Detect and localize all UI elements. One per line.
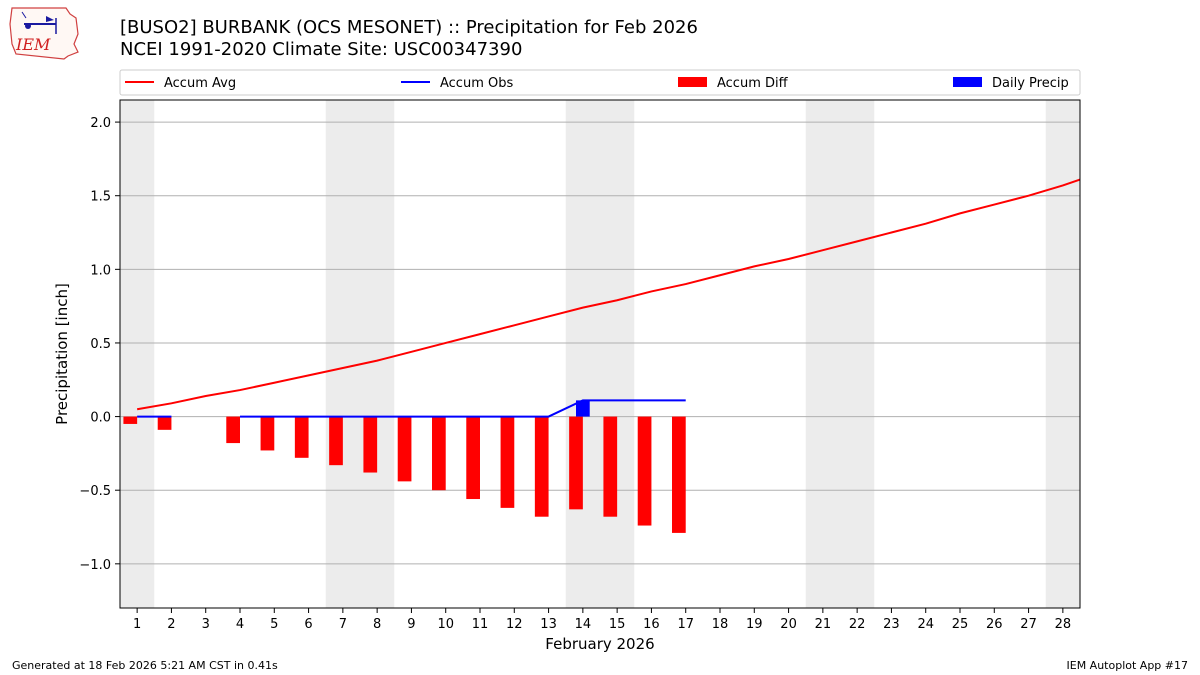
x-tick-label: 25	[952, 617, 969, 632]
legend: Accum Avg Accum Obs Accum Diff Daily Precip	[119, 69, 1081, 96]
x-tick-label: 15	[609, 617, 626, 632]
x-tick-label: 20	[780, 617, 797, 632]
y-axis-label: Precipitation [inch]	[53, 283, 71, 425]
x-tick-label: 7	[339, 617, 347, 632]
accum-diff-bar	[534, 416, 549, 517]
accum-obs-line	[240, 399, 686, 418]
accum-diff-bar	[294, 416, 309, 458]
app-label: IEM Autoplot App #17	[1066, 659, 1189, 672]
x-tick-label: 6	[304, 617, 312, 632]
chart-title: [BUSO2] BURBANK (OCS MESONET) :: Precipi…	[120, 17, 698, 38]
x-tick-label: 18	[712, 617, 729, 632]
weekend-band	[805, 100, 875, 608]
accum-diff-bar	[569, 416, 583, 510]
generated-timestamp: Generated at 18 Feb 2026 5:21 AM CST in …	[12, 659, 278, 672]
y-axis: −1.0 −0.5 0.0 0.5 1.0 1.5 2.0	[79, 116, 120, 573]
x-axis: 1 2 3 4 5 6 7 8 9 10 11 12 13 14 15 16 17 18 19 20 21 22 23 24 2…	[133, 608, 1071, 632]
y-tick-label: 1.0	[90, 263, 111, 278]
y-tick-label: −1.0	[79, 558, 111, 573]
weekend-band	[120, 100, 155, 608]
accum-diff-bar	[432, 416, 446, 491]
accum-diff-bar	[329, 416, 343, 466]
accum-diff-bar	[123, 416, 138, 424]
daily-precip-bar	[576, 400, 590, 417]
legend-label: Accum Avg	[164, 76, 236, 91]
accum-diff-bar	[603, 416, 618, 517]
accum-diff-bar	[397, 416, 412, 482]
accum-diff-bar	[500, 416, 515, 508]
x-axis-label: February 2026	[545, 635, 654, 653]
lines	[136, 178, 1081, 418]
x-tick-label: 13	[540, 617, 557, 632]
x-tick-label: 4	[236, 617, 244, 632]
weekend-band	[565, 100, 635, 608]
plot-frame	[119, 99, 1081, 609]
x-tick-label: 2	[167, 617, 175, 632]
x-tick-label: 23	[883, 617, 900, 632]
legend-label: Accum Diff	[717, 76, 789, 91]
x-tick-label: 21	[815, 617, 832, 632]
accum-diff-bar	[260, 416, 275, 451]
x-tick-label: 24	[917, 617, 934, 632]
x-tick-label: 22	[849, 617, 866, 632]
x-tick-label: 9	[407, 617, 415, 632]
legend-label: Accum Obs	[440, 76, 513, 91]
legend-label: Daily Precip	[992, 76, 1069, 91]
x-tick-label: 8	[373, 617, 381, 632]
x-tick-label: 17	[677, 617, 694, 632]
legend-swatch	[953, 77, 982, 87]
x-tick-label: 11	[472, 617, 489, 632]
y-tick-label: 0.5	[90, 337, 111, 352]
accum-diff-bar	[466, 416, 480, 500]
weekend-shading	[120, 100, 1080, 608]
x-tick-label: 26	[986, 617, 1003, 632]
x-tick-label: 3	[202, 617, 210, 632]
accum-diff-bar	[226, 416, 240, 444]
accum-diff-bar	[157, 416, 172, 430]
x-tick-label: 14	[575, 617, 592, 632]
y-tick-label: 0.0	[90, 411, 111, 426]
accum-diff-bar	[363, 416, 378, 473]
x-tick-label: 10	[437, 617, 454, 632]
accum-diff-bar	[672, 416, 686, 533]
y-tick-label: 1.5	[90, 190, 111, 205]
accum-diff-bar	[637, 416, 652, 526]
x-tick-label: 16	[643, 617, 660, 632]
y-tick-label: −0.5	[79, 484, 111, 499]
iem-logo: IEM	[9, 7, 79, 60]
x-tick-label: 28	[1055, 617, 1072, 632]
x-tick-label: 5	[270, 617, 278, 632]
legend-swatch	[678, 77, 707, 87]
accum-avg-line	[136, 178, 1081, 411]
y-tick-label: 2.0	[90, 116, 111, 131]
x-tick-label: 27	[1020, 617, 1037, 632]
gridlines	[120, 121, 1080, 565]
chart-subtitle: NCEI 1991-2020 Climate Site: USC00347390	[120, 39, 523, 60]
bars	[123, 400, 686, 533]
weekend-band	[325, 100, 395, 608]
logo-text: IEM	[15, 35, 51, 54]
weekend-band	[1045, 100, 1080, 608]
legend-box	[119, 69, 1081, 96]
x-tick-label: 19	[746, 617, 763, 632]
x-tick-label: 1	[133, 617, 141, 632]
x-tick-label: 12	[506, 617, 523, 632]
